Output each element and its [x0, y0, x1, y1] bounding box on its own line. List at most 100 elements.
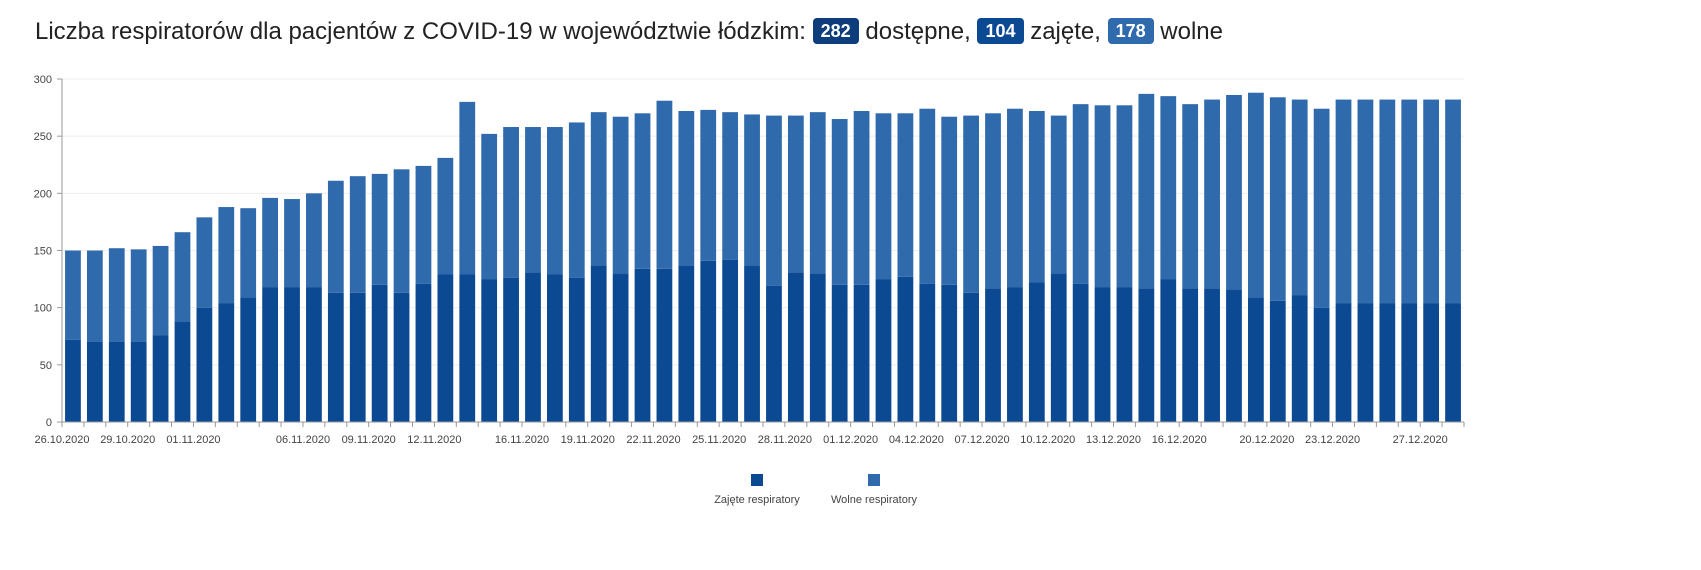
y-tick-label: 200	[34, 188, 52, 200]
bar-free	[1248, 92, 1264, 298]
bar-free	[152, 245, 169, 336]
bar-free	[963, 115, 979, 293]
bar-occupied	[985, 288, 1001, 422]
legend: Zajęte respiratory Wolne respiratory	[714, 474, 917, 506]
bar-occupied	[1269, 300, 1286, 422]
bar-free	[1335, 99, 1352, 304]
y-tick-label: 250	[34, 131, 52, 143]
bar-free	[108, 248, 125, 342]
bar-free	[1138, 93, 1155, 289]
bar-free	[65, 250, 81, 340]
bar-free	[547, 127, 563, 275]
bar-occupied	[525, 272, 541, 422]
bar-occupied	[809, 273, 826, 422]
bar-free	[481, 133, 498, 280]
bar-free	[130, 249, 147, 342]
bar-occupied	[349, 292, 366, 422]
legend-label-occupied[interactable]: Zajęte respiratory	[714, 494, 800, 506]
bar-free	[766, 115, 782, 286]
free-count-badge: 178	[1107, 18, 1154, 44]
bar-occupied	[875, 279, 892, 422]
bar-free	[897, 113, 914, 277]
bar-occupied	[590, 265, 607, 422]
bar-free	[437, 157, 454, 275]
x-tick-label: 06.11.2020	[276, 434, 330, 446]
bar-occupied	[306, 287, 322, 422]
bar-occupied	[503, 277, 519, 422]
bar-occupied	[634, 268, 651, 422]
y-tick-label: 100	[34, 303, 52, 315]
bar-free	[1028, 111, 1045, 283]
occupied-count-badge: 104	[977, 18, 1024, 44]
bar-occupied	[130, 341, 147, 422]
axes: 0 50 100 150 200 250 300 26.10.2020 29.10.2020 01…	[34, 74, 1465, 446]
bar-free	[700, 109, 717, 261]
bar-free	[349, 176, 366, 293]
bar-free	[525, 127, 541, 273]
bar-free	[218, 207, 235, 304]
bar-free	[174, 232, 191, 322]
chart-headline: Liczba respiratorów dla pacjentów z COVI…	[35, 16, 1223, 48]
headline-text: Liczba respiratorów dla pacjentów z COVI…	[35, 18, 806, 45]
bar-occupied	[744, 265, 760, 422]
x-tick-label: 09.11.2020	[342, 434, 396, 446]
bar-occupied	[1116, 287, 1133, 422]
bar-free	[1445, 99, 1461, 304]
bar-occupied	[722, 259, 739, 422]
x-tick-label: 10.12.2020	[1020, 434, 1075, 446]
bar-occupied	[86, 341, 103, 422]
bar-occupied	[1291, 295, 1308, 422]
legend-swatch-occupied[interactable]	[751, 474, 763, 486]
bar-occupied	[1313, 307, 1330, 422]
bar-free	[1204, 99, 1220, 289]
bar-occupied	[481, 279, 498, 422]
bar-occupied	[612, 273, 629, 422]
x-tick-label: 29.10.2020	[100, 434, 155, 446]
bar-free	[503, 127, 519, 278]
bar-occupied	[766, 285, 782, 422]
bar-free	[919, 108, 936, 284]
available-count-badge: 282	[812, 18, 859, 44]
bar-free	[306, 193, 322, 288]
bar-free	[240, 208, 257, 298]
bar-occupied	[1423, 303, 1440, 422]
y-tick-label: 150	[34, 246, 52, 258]
bar-occupied	[284, 287, 300, 422]
x-tick-label: 01.11.2020	[166, 434, 220, 446]
bar-occupied	[1182, 288, 1199, 422]
bar-free	[1401, 99, 1418, 304]
bar-occupied	[919, 283, 936, 422]
bar-free	[1182, 104, 1199, 289]
bar-free	[985, 113, 1001, 289]
legend-swatch-free[interactable]	[868, 474, 880, 486]
bar-free	[371, 173, 388, 285]
bar-free	[86, 250, 103, 342]
bar-free	[1094, 105, 1111, 288]
bar-free	[1379, 99, 1396, 304]
bar-free	[590, 112, 607, 266]
bar-occupied	[1401, 303, 1418, 422]
bar-free	[678, 111, 695, 266]
x-tick-label: 27.12.2020	[1393, 434, 1448, 446]
bar-occupied	[700, 260, 717, 422]
bar-free	[831, 119, 848, 285]
bar-free	[787, 115, 804, 273]
bar-occupied	[1138, 288, 1155, 422]
x-tick-label: 12.11.2020	[407, 434, 461, 446]
bar-free	[1291, 99, 1308, 296]
bar-free	[1226, 95, 1242, 290]
bar-free	[262, 197, 278, 288]
bar-occupied	[1094, 287, 1111, 422]
bar-occupied	[1007, 287, 1023, 422]
legend-label-free[interactable]: Wolne respiratory	[831, 494, 917, 506]
x-tick-label: 16.12.2020	[1152, 434, 1207, 446]
bar-free	[1116, 105, 1133, 288]
bar-free	[196, 217, 213, 308]
bars-group	[65, 92, 1461, 422]
bar-occupied	[459, 274, 476, 422]
bar-occupied	[108, 341, 125, 422]
bar-free	[744, 114, 760, 266]
bar-free	[1072, 104, 1089, 284]
bar-occupied	[65, 339, 81, 422]
